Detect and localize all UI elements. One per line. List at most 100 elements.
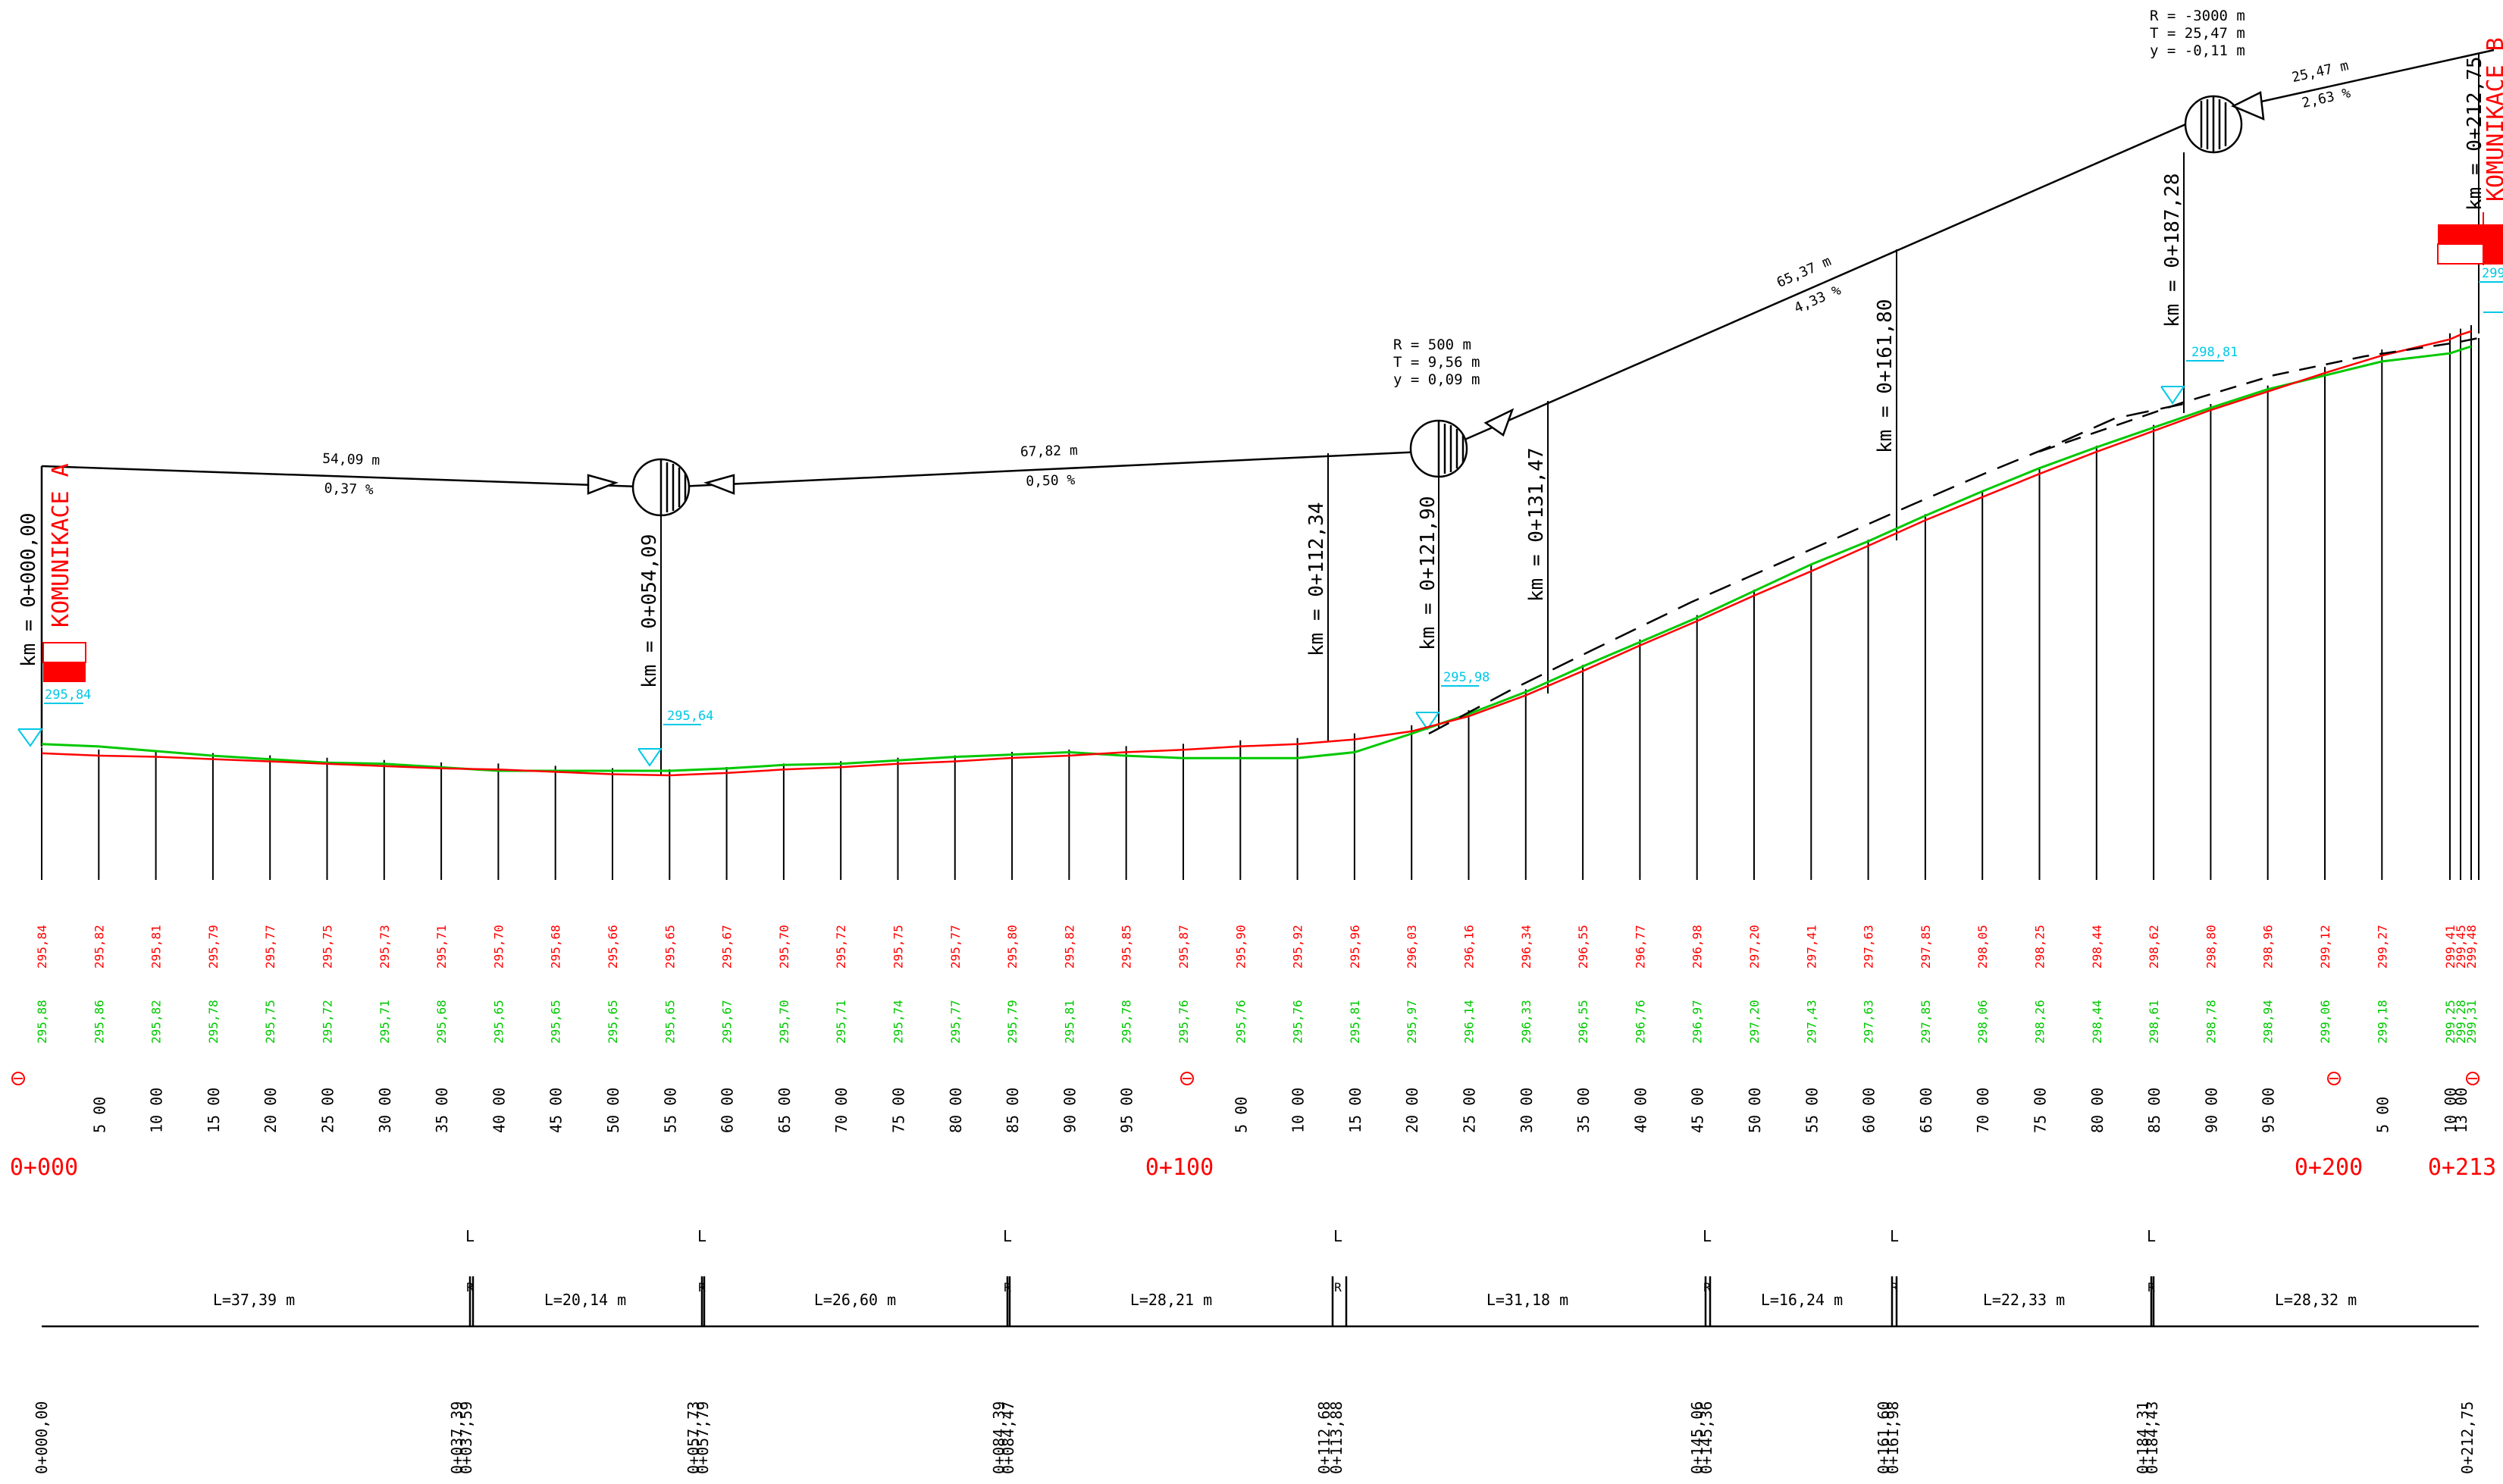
design-level-value: 297,20 bbox=[1747, 925, 1762, 969]
terrain-level-value: 295,65 bbox=[549, 1000, 563, 1044]
terrain-level-value: 299,25 bbox=[2443, 1000, 2458, 1044]
alignment-station-row: 0+000,00 0+037,390+037,59 0+057,730+057,79… bbox=[33, 1401, 2476, 1474]
terrain-level-value: 295,78 bbox=[206, 1000, 221, 1044]
terrain-level-value: 297,43 bbox=[1804, 1000, 1819, 1044]
alignment-turn-labels: L L L L L L L R R R R R R R bbox=[465, 1227, 2156, 1295]
design-level-value: 295,71 bbox=[434, 925, 449, 969]
alignment-station-label: 0+145,06 bbox=[1688, 1401, 1706, 1474]
radius-r: R bbox=[698, 1280, 706, 1295]
terrain-level-value: 296,14 bbox=[1462, 1000, 1477, 1044]
terrain-level-value: 295,97 bbox=[1405, 1000, 1419, 1044]
terrain-level-value: 299,31 bbox=[2464, 1000, 2479, 1044]
design-level-value: 295,90 bbox=[1233, 925, 1248, 969]
station-tick-label: 50 00 bbox=[1746, 1088, 1764, 1133]
station-tick-label: 25 00 bbox=[319, 1088, 337, 1133]
station-tick-label: 10 00 bbox=[148, 1088, 166, 1133]
segment-length-label: L=16,24 m bbox=[1761, 1291, 1843, 1309]
segment-length: 67,82 m bbox=[1020, 443, 1078, 460]
station-tick-label: 90 00 bbox=[1060, 1088, 1079, 1133]
alignment-lengths: L=37,39 m L=20,14 m L=26,60 m L=28,21 m … bbox=[213, 1291, 2357, 1309]
station-tick-label: 5 00 bbox=[90, 1097, 108, 1133]
design-level-value: 295,77 bbox=[263, 925, 277, 969]
terrain-level-value: 297,63 bbox=[1862, 1000, 1876, 1044]
alignment-station-label: 0+161,60 bbox=[1875, 1401, 1893, 1474]
segment-slope: 0,37 % bbox=[324, 481, 374, 498]
station-tick-label: 65 00 bbox=[775, 1088, 794, 1133]
station-tick-label: 20 00 bbox=[1403, 1088, 1421, 1133]
curve-ordinate: y = 0,09 m bbox=[1393, 371, 1480, 388]
segment-length: 54,09 m bbox=[322, 451, 381, 469]
station-tick-label: 85 00 bbox=[1004, 1088, 1022, 1133]
station-tick-label: 45 00 bbox=[1689, 1088, 1707, 1133]
station-tick-label: 55 00 bbox=[661, 1088, 679, 1133]
design-level-value: 295,80 bbox=[1005, 925, 1020, 969]
design-level-value: 295,67 bbox=[720, 925, 735, 969]
station-tick-row: 5 00 10 00 15 00 20 00 25 00 30 00 35 00 40 00 4… bbox=[90, 1088, 2470, 1133]
road-name-start: KOMUNIKACE A bbox=[48, 463, 74, 628]
terrain-level-value: 295,88 bbox=[35, 1000, 49, 1044]
station-tick-label: 10 00 bbox=[2442, 1088, 2460, 1133]
grade-line bbox=[40, 49, 2495, 747]
station-tick-label: 25 00 bbox=[1461, 1088, 1479, 1133]
alignment-station-label: 0+161,98 bbox=[1884, 1401, 1902, 1474]
station-tick-label: 95 00 bbox=[2260, 1088, 2278, 1133]
design-level-value: 298,25 bbox=[2033, 925, 2047, 969]
terrain-level-value: 296,33 bbox=[1519, 1000, 1533, 1044]
terrain-level-value: 298,06 bbox=[1975, 1000, 1990, 1044]
curve-tangent: T = 25,47 m bbox=[2150, 25, 2245, 42]
terrain-level-value: 295,76 bbox=[1176, 1000, 1191, 1044]
turn-l: L bbox=[2147, 1227, 2156, 1245]
alignment-station-label: 0+112,68 bbox=[1315, 1401, 1333, 1474]
terrain-level-value: 296,55 bbox=[1576, 1000, 1590, 1044]
terrain-level-value: 298,44 bbox=[2090, 1000, 2104, 1044]
segment-length: 25,47 m bbox=[2291, 58, 2351, 86]
turn-l: L bbox=[697, 1227, 706, 1245]
station-tick-label: 60 00 bbox=[1860, 1088, 1878, 1133]
radius-r: R bbox=[466, 1280, 474, 1295]
station-tick-label: 15 00 bbox=[1346, 1088, 1364, 1133]
design-level-value: 297,63 bbox=[1862, 925, 1876, 969]
level-markers: 295,84 295,64 295,98 298,81 299,4 bbox=[45, 266, 2503, 724]
terrain-level-value: 295,67 bbox=[720, 1000, 735, 1044]
level-curve-3: 298,81 bbox=[2191, 345, 2238, 360]
level-start: 295,84 bbox=[45, 687, 91, 703]
station-tick-label: 10 00 bbox=[1289, 1088, 1308, 1133]
hectometer-label: 0+100 bbox=[1145, 1154, 1214, 1181]
alignment-station-label: 0+057,73 bbox=[684, 1401, 703, 1474]
station-tick-label: 70 00 bbox=[832, 1088, 851, 1133]
terrain-level-value: 298,78 bbox=[2204, 1000, 2218, 1044]
terrain-level-value: 295,77 bbox=[948, 1000, 963, 1044]
hectometer-labels: 0+000 0+100 0+200 0+213 bbox=[10, 1154, 2496, 1181]
road-connection-markers bbox=[42, 212, 2503, 682]
terrain-level-value: 295,81 bbox=[1062, 1000, 1076, 1044]
design-level-value: 297,41 bbox=[1804, 925, 1819, 969]
terrain-level-value: 295,78 bbox=[1120, 1000, 1134, 1044]
km-start-label: km = 0+000,00 bbox=[17, 513, 40, 668]
design-level-value: 295,72 bbox=[834, 925, 848, 969]
alignment-station-label: 0+084,47 bbox=[999, 1401, 1017, 1474]
km-label: km = 0+054,09 bbox=[638, 534, 661, 689]
km-end-label: km = 0+212,75 bbox=[2464, 57, 2486, 211]
terrain-level-value: 295,71 bbox=[377, 1000, 392, 1044]
terrain-level-value: 295,76 bbox=[1291, 1000, 1305, 1044]
station-tick-label: 5 00 bbox=[2373, 1097, 2392, 1133]
segment-length-label: L=28,21 m bbox=[1130, 1291, 1212, 1309]
alignment-station-label: 0+037,59 bbox=[457, 1401, 475, 1474]
station-tick-label: 30 00 bbox=[376, 1088, 394, 1133]
level-curve-1: 295,64 bbox=[667, 709, 713, 724]
design-level-value: 295,75 bbox=[891, 925, 906, 969]
alignment-station-label: 0+084,39 bbox=[990, 1401, 1008, 1474]
station-tick-label: 75 00 bbox=[890, 1088, 908, 1133]
design-level-value: 298,80 bbox=[2204, 925, 2218, 969]
station-tick-label: 30 00 bbox=[1518, 1088, 1536, 1133]
alignment-station-label: 0+037,39 bbox=[448, 1401, 466, 1474]
design-level-value: 297,85 bbox=[1919, 925, 1933, 969]
station-tick-label: 85 00 bbox=[2145, 1088, 2163, 1133]
segment-length-label: L=31,18 m bbox=[1486, 1291, 1568, 1309]
station-tick-label: 65 00 bbox=[1917, 1088, 1935, 1133]
design-level-value: 295,81 bbox=[149, 925, 164, 969]
segment-length-label: L=26,60 m bbox=[814, 1291, 896, 1309]
station-tick-label: 80 00 bbox=[2088, 1088, 2107, 1133]
design-level-value: 295,92 bbox=[1291, 925, 1305, 969]
